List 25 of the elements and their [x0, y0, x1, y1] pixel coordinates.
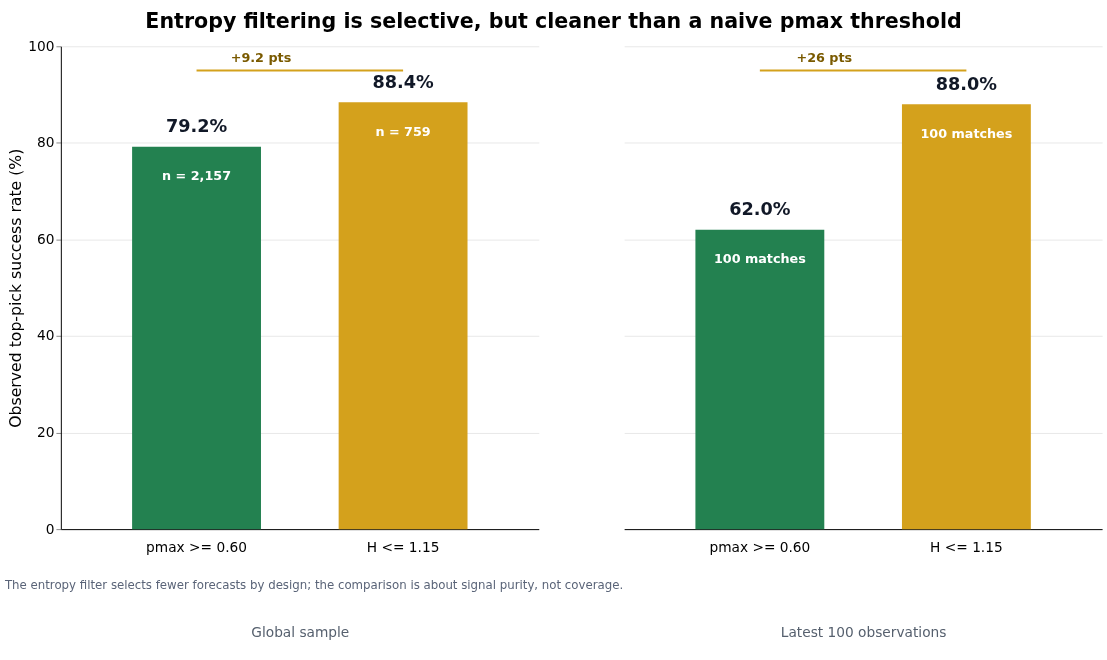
- x-axis-title: Latest 100 observations: [780, 623, 947, 640]
- y-tick-label: 100: [28, 37, 55, 54]
- x-axis-title: Global sample: [251, 623, 350, 640]
- data-label: 62.0%: [729, 199, 791, 220]
- x-tick-label: H <= 1.15: [930, 539, 1003, 556]
- data-label: 88.4%: [372, 71, 435, 92]
- annotation: n = 759: [375, 123, 431, 139]
- y-tick-label: 20: [37, 423, 55, 440]
- x-tick-label: pmax >= 0.60: [709, 539, 811, 556]
- data-label: 79.2%: [165, 116, 228, 136]
- y-tick-label: 0: [45, 520, 55, 537]
- x-tick-label: pmax >= 0.60: [146, 539, 247, 556]
- x-tick-label: H <= 1.15: [366, 539, 440, 556]
- y-tick-label: 60: [37, 230, 55, 247]
- annotation: 100 matches: [920, 125, 1013, 141]
- annotation: n = 2,157: [162, 168, 232, 184]
- chart-title: Entropy filtering is selective, but cleaner than a naive pmax threshold: [145, 8, 962, 33]
- annotation: +26 pts: [796, 49, 853, 65]
- data-label: 88.0%: [935, 73, 998, 94]
- y-axis-title: Observed top-pick success rate (%): [6, 148, 26, 428]
- annotation: +9.2 pts: [230, 49, 292, 65]
- y-tick-label: 80: [37, 134, 55, 151]
- y-tick-label: 40: [37, 327, 55, 344]
- text: The entropy filter selects fewer forecasts by design; the comparison is about signal purity, not coverage.: [3, 577, 624, 592]
- annotation: 100 matches: [713, 251, 806, 267]
